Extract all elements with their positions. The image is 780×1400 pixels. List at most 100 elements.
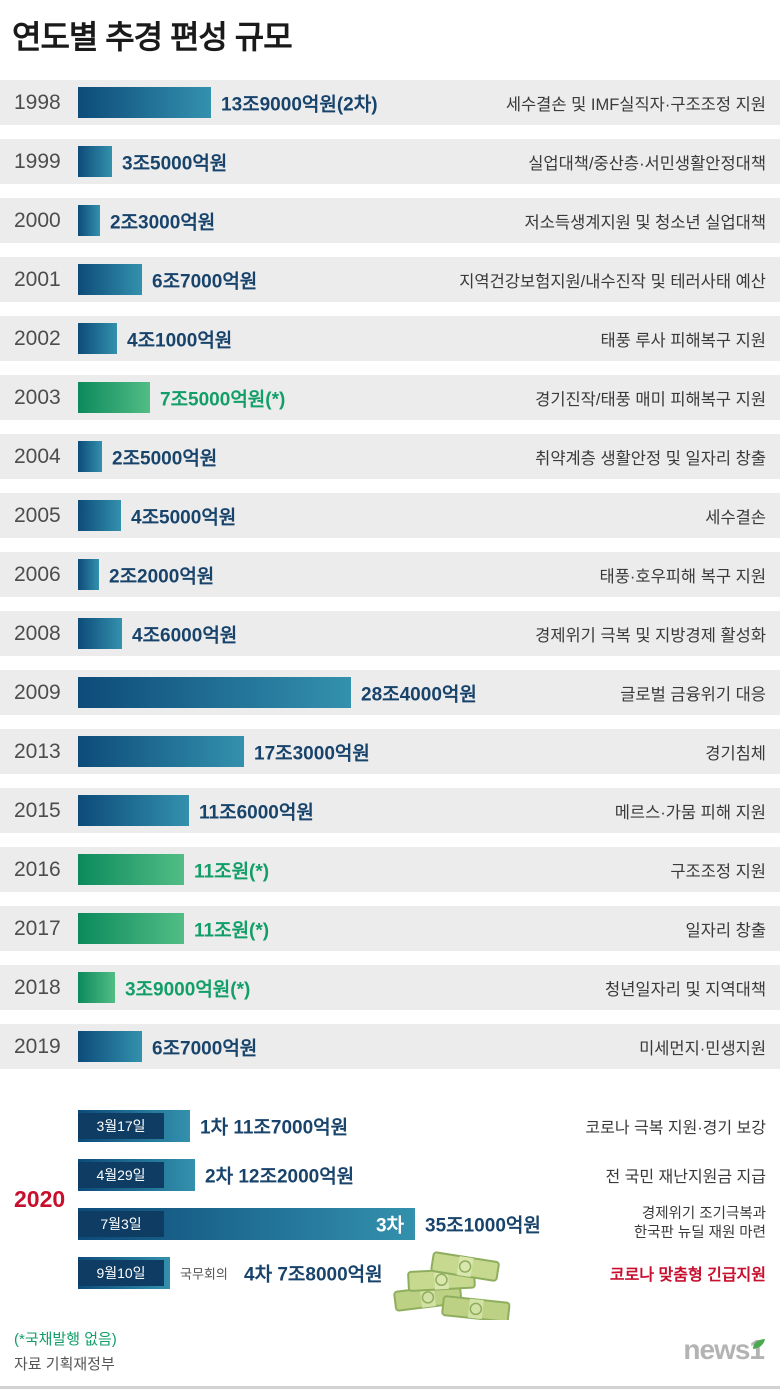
bar-2018 — [78, 972, 115, 1003]
row-desc: 지역건강보험지원/내수진작 및 테러사태 예산 — [459, 272, 766, 291]
chart-rows-2020: 2020 3월17일 1차 11조7000억원 코로나 극복 지원·경기 보강 4월29… — [0, 1107, 780, 1297]
round-row-1: 3월17일 1차 11조7000억원 코로나 극복 지원·경기 보강 — [0, 1107, 780, 1145]
year-label: 2013 — [14, 739, 61, 763]
value-label: 4차 7조8000억원 — [244, 1264, 383, 1286]
bar-2006 — [78, 559, 99, 590]
value-label: 11조원(*) — [194, 920, 270, 941]
value-label: 13조9000억원(2차) — [221, 94, 378, 115]
year-label: 2008 — [14, 621, 61, 645]
value-label: 28조4000억원 — [361, 684, 477, 705]
year-label: 2009 — [14, 680, 61, 704]
value-label: 6조7000억원 — [152, 1038, 258, 1059]
row-desc: 경기진작/태풍 매미 피해복구 지원 — [535, 390, 766, 409]
bar-2020-round-3: 7월3일 3차 — [78, 1208, 415, 1240]
year-label: 2004 — [14, 444, 61, 468]
date-label: 4월29일 — [78, 1162, 164, 1188]
row-desc: 경제위기 조기극복과 한국판 뉴딜 재원 마련 — [633, 1206, 766, 1241]
bar-2005 — [78, 500, 121, 531]
value-label: 3조9000억원(*) — [125, 979, 251, 1000]
bar-2013 — [78, 736, 244, 767]
year-label: 2000 — [14, 208, 61, 232]
year-row-2000: 2000 2조3000억원 저소득생계지원 및 청소년 실업대책 — [0, 198, 780, 243]
bar-2019 — [78, 1031, 142, 1062]
round-number-inside: 3차 — [375, 1215, 404, 1237]
bar-2008 — [78, 618, 122, 649]
bar-2004 — [78, 441, 102, 472]
news1-logo-text: news1 — [683, 1334, 765, 1365]
bottom-divider — [0, 1386, 780, 1389]
bar-2003 — [78, 382, 150, 413]
row-desc: 미세먼지·민생지원 — [639, 1039, 766, 1058]
row-desc: 경기침체 — [705, 744, 766, 763]
row-desc: 구조조정 지원 — [670, 862, 766, 881]
year-label: 2003 — [14, 385, 61, 409]
round-row-4: 9월10일 국무회의 4차 7조8000억원 코로나 맞춤형 긴급지원 — [0, 1254, 780, 1292]
news1-logo: news1 — [683, 1334, 765, 1366]
year-row-2004: 2004 2조5000억원 취약계층 생활안정 및 일자리 창출 — [0, 434, 780, 479]
cabinet-meeting-label: 국무회의 — [180, 1266, 228, 1282]
year-label: 1999 — [14, 149, 61, 173]
value-label: 11조원(*) — [194, 861, 270, 882]
year-row-2017: 2017 11조원(*) 일자리 창출 — [0, 906, 780, 951]
bar-2016 — [78, 854, 184, 885]
year-row-2003: 2003 7조5000억원(*) 경기진작/태풍 매미 피해복구 지원 — [0, 375, 780, 420]
year-row-1999: 1999 3조5000억원 실업대책/중산층·서민생활안정대책 — [0, 139, 780, 184]
year-row-2006: 2006 2조2000억원 태풍·호우피해 복구 지원 — [0, 552, 780, 597]
value-label: 4조1000억원 — [127, 330, 233, 351]
value-label: 2조3000억원 — [110, 212, 216, 233]
year-label: 1998 — [14, 90, 61, 114]
row-desc: 코로나 극복 지원·경기 보강 — [585, 1120, 766, 1137]
row-desc: 경제위기 극복 및 지방경제 활성화 — [535, 626, 766, 645]
round-row-3: 7월3일 3차 35조1000억원 경제위기 조기극복과 한국판 뉴딜 재원 마련 — [0, 1205, 780, 1243]
year-label: 2018 — [14, 975, 61, 999]
bar-1998 — [78, 87, 211, 118]
bar-2017 — [78, 913, 184, 944]
bar-2001 — [78, 264, 142, 295]
year-label: 2002 — [14, 326, 61, 350]
year-row-2009: 2009 28조4000억원 글로벌 금융위기 대응 — [0, 670, 780, 715]
year-label: 2001 — [14, 267, 61, 291]
row-desc: 코로나 맞춤형 긴급지원 — [609, 1267, 766, 1284]
row-desc: 세수결손 — [705, 508, 766, 527]
date-label: 7월3일 — [78, 1211, 164, 1237]
row-desc: 세수결손 및 IMF실직자·구조조정 지원 — [505, 95, 766, 114]
value-label: 6조7000억원 — [152, 271, 258, 292]
date-label: 9월10일 — [78, 1260, 164, 1286]
source-label: 자료 기획재정부 — [14, 1356, 115, 1373]
footnote-no-bond-issue: (*국채발행 없음) — [14, 1331, 117, 1348]
row-desc: 일자리 창출 — [685, 921, 766, 940]
row-desc: 태풍 루사 피해복구 지원 — [600, 331, 766, 350]
year-row-2008: 2008 4조6000억원 경제위기 극복 및 지방경제 활성화 — [0, 611, 780, 656]
page-title: 연도별 추경 편성 규모 — [12, 19, 293, 55]
year-label: 2006 — [14, 562, 61, 586]
year-label-2020: 2020 — [14, 1186, 66, 1212]
year-label: 2005 — [14, 503, 61, 527]
bar-2020-round-2: 4월29일 — [78, 1159, 195, 1191]
year-row-2001: 2001 6조7000억원 지역건강보험지원/내수진작 및 테러사태 예산 — [0, 257, 780, 302]
value-label: 2조2000억원 — [109, 566, 215, 587]
bar-2002 — [78, 323, 117, 354]
year-row-2015: 2015 11조6000억원 메르스·가뭄 피해 지원 — [0, 788, 780, 833]
date-label: 3월17일 — [78, 1113, 164, 1139]
bar-2020-round-4: 9월10일 — [78, 1257, 170, 1289]
bar-2020-round-1: 3월17일 — [78, 1110, 190, 1142]
year-row-2002: 2002 4조1000억원 태풍 루사 피해복구 지원 — [0, 316, 780, 361]
row-desc: 청년일자리 및 지역대책 — [605, 980, 766, 999]
year-row-2005: 2005 4조5000억원 세수결손 — [0, 493, 780, 538]
year-label: 2015 — [14, 798, 61, 822]
year-row-2018: 2018 3조9000억원(*) 청년일자리 및 지역대책 — [0, 965, 780, 1010]
year-row-2019: 2019 6조7000억원 미세먼지·민생지원 — [0, 1024, 780, 1069]
value-label: 35조1000억원 — [425, 1215, 541, 1237]
chart-rows: 1998 13조9000억원(2차) 세수결손 및 IMF실직자·구조조정 지원 19… — [0, 80, 780, 1083]
value-label: 17조3000억원 — [254, 743, 370, 764]
row-desc: 실업대책/중산층·서민생활안정대책 — [528, 154, 766, 173]
bar-1999 — [78, 146, 112, 177]
bar-2009 — [78, 677, 351, 708]
value-label: 1차 11조7000억원 — [200, 1117, 349, 1139]
year-row-1998: 1998 13조9000억원(2차) 세수결손 및 IMF실직자·구조조정 지원 — [0, 80, 780, 125]
value-label: 2차 12조2000억원 — [205, 1166, 355, 1188]
round-row-2: 4월29일 2차 12조2000억원 전 국민 재난지원금 지급 — [0, 1156, 780, 1194]
year-label: 2019 — [14, 1034, 61, 1058]
year-row-2016: 2016 11조원(*) 구조조정 지원 — [0, 847, 780, 892]
year-label: 2017 — [14, 916, 61, 940]
